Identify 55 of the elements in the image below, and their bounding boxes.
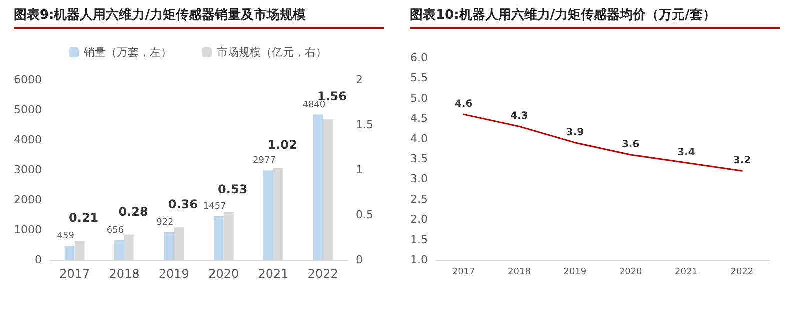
y-tick-label: 5000 <box>14 104 42 116</box>
y-tick-label: 1.0 <box>410 254 428 266</box>
legend-label: 销量（万套，左） <box>83 46 172 59</box>
y-tick-label: 0 <box>35 254 42 266</box>
y-tick-label: 1.5 <box>410 233 428 246</box>
x-tick-label: 2017 <box>60 267 90 281</box>
y-tick-label: 2.5 <box>410 192 428 206</box>
data-label: 4.6 <box>454 99 473 110</box>
x-tick-label: 2021 <box>258 267 289 281</box>
y2-tick-label: 0.5 <box>356 208 374 222</box>
data-label: 922 <box>156 218 174 228</box>
y-tick-label: 5.5 <box>410 72 428 85</box>
x-tick-label: 2017 <box>452 268 476 278</box>
data-label: 1.02 <box>268 138 298 152</box>
x-tick-label: 2019 <box>158 267 190 281</box>
x-tick-label: 2019 <box>564 268 587 278</box>
data-label: 459 <box>57 232 75 242</box>
y2-tick-label: 1 <box>356 164 363 176</box>
y-tick-label: 1000 <box>14 224 42 236</box>
data-label: 0.36 <box>168 198 198 212</box>
y-tick-label: 4.5 <box>410 112 428 126</box>
y-tick-label: 5.0 <box>410 92 428 105</box>
y-tick-label: 2.0 <box>410 213 428 226</box>
data-label: 656 <box>106 226 124 236</box>
chart-title: 图表9:机器人用六维力/力矩传感器销量及市场规模 <box>14 6 384 29</box>
y-tick-label: 4.0 <box>410 132 428 146</box>
y-tick-label: 2000 <box>14 194 42 206</box>
y2-tick-label: 0 <box>356 254 363 266</box>
data-label: 3.9 <box>566 127 584 138</box>
y-tick-label: 6000 <box>14 74 42 86</box>
data-label: 1457 <box>203 202 226 212</box>
y2-tick-label: 1.5 <box>356 118 374 132</box>
data-label: 3.6 <box>622 139 640 150</box>
y-tick-label: 4000 <box>14 134 42 146</box>
data-label: 3.2 <box>733 156 752 167</box>
y-tick-label: 3000 <box>14 164 42 176</box>
x-tick-label: 2022 <box>308 267 338 281</box>
data-label: 0.28 <box>118 204 148 219</box>
data-label: 4.3 <box>510 111 528 122</box>
y2-tick-label: 2 <box>356 74 363 86</box>
data-label: 3.4 <box>678 148 696 159</box>
data-label: 2977 <box>253 156 276 166</box>
x-tick-label: 2020 <box>619 268 643 278</box>
data-label: 0.21 <box>69 211 99 226</box>
y-tick-label: 6.0 <box>410 52 428 64</box>
x-tick-label: 2021 <box>675 268 698 278</box>
x-tick-label: 2022 <box>730 268 754 278</box>
data-label: 0.53 <box>218 182 248 196</box>
x-tick-label: 2018 <box>508 268 532 278</box>
y-tick-label: 3.0 <box>410 172 428 186</box>
chart-title: 图表10:机器人用六维力/力矩传感器均价（万元/套） <box>410 6 780 29</box>
x-tick-label: 2018 <box>109 267 140 281</box>
x-tick-label: 2020 <box>208 267 240 281</box>
legend-label: 市场规模（亿元，右） <box>217 46 327 59</box>
y-tick-label: 3.5 <box>410 152 428 166</box>
